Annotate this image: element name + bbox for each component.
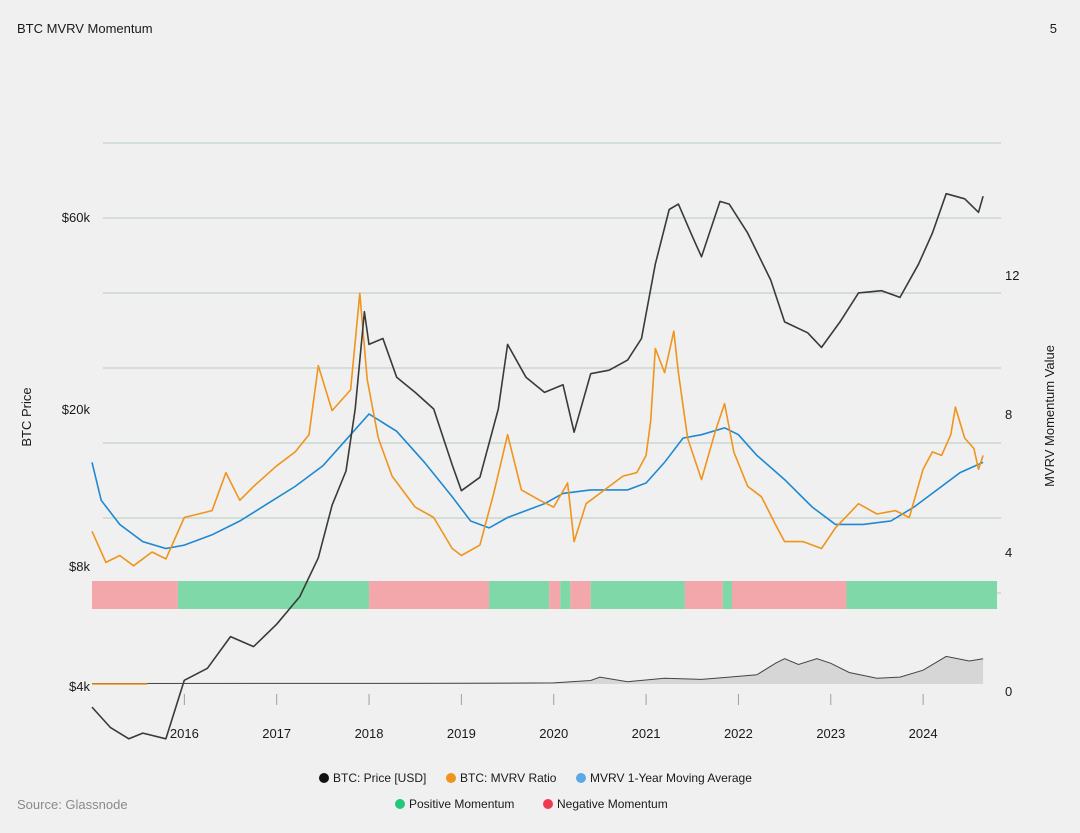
page-number: 5 xyxy=(1049,21,1057,36)
legend-label: MVRV 1-Year Moving Average xyxy=(590,771,752,785)
right-axis-title: MVRV Momentum Value xyxy=(1042,345,1057,487)
left-tick-label: $20k xyxy=(62,402,91,417)
left-tick-label: $8k xyxy=(69,559,90,574)
legend-label: Negative Momentum xyxy=(557,797,668,811)
x-tick-label: 2020 xyxy=(539,726,568,741)
right-tick-label: 12 xyxy=(1005,268,1019,283)
negative-momentum-band xyxy=(684,581,723,609)
legend-swatch xyxy=(446,773,456,783)
positive-momentum-band xyxy=(722,581,732,609)
btc-price-line xyxy=(91,192,984,740)
right-tick-label: 0 xyxy=(1005,684,1012,699)
positive-momentum-band xyxy=(560,581,571,609)
x-tick-label: 2017 xyxy=(262,726,291,741)
positive-momentum-band xyxy=(177,581,370,609)
x-tick-label: 2023 xyxy=(816,726,845,741)
negative-momentum-band xyxy=(570,581,591,609)
source-note: Source: Glassnode xyxy=(17,797,128,812)
x-tick-label: 2022 xyxy=(724,726,753,741)
positive-momentum-band xyxy=(590,581,685,609)
legend-label: BTC: MVRV Ratio xyxy=(460,771,557,785)
negative-momentum-band xyxy=(549,581,561,609)
mvrv-ratio-line xyxy=(91,292,984,567)
x-tick-label: 2018 xyxy=(355,726,384,741)
right-tick-label: 8 xyxy=(1005,407,1012,422)
legend-label: BTC: Price [USD] xyxy=(333,771,426,785)
positive-momentum-band xyxy=(846,581,997,609)
momentum-line xyxy=(91,655,984,684)
legend-swatch xyxy=(395,799,405,809)
x-tick-label: 2024 xyxy=(909,726,938,741)
left-axis-title: BTC Price xyxy=(19,387,34,446)
legend-label: Positive Momentum xyxy=(409,797,514,811)
negative-momentum-band xyxy=(369,581,490,609)
left-tick-label: $60k xyxy=(62,210,91,225)
negative-momentum-band xyxy=(92,581,178,609)
page-title: BTC MVRV Momentum xyxy=(17,21,153,36)
mvrv-ma-line xyxy=(91,412,984,550)
x-tick-label: 2021 xyxy=(632,726,661,741)
negative-momentum-band xyxy=(731,581,847,609)
right-tick-label: 4 xyxy=(1005,545,1012,560)
legend-swatch xyxy=(543,799,553,809)
legend-swatch xyxy=(319,773,329,783)
legend-swatch xyxy=(576,773,586,783)
left-tick-label: $4k xyxy=(69,679,90,694)
momentum-area xyxy=(92,656,984,684)
x-tick-label: 2016 xyxy=(170,726,199,741)
positive-momentum-band xyxy=(489,581,550,609)
x-tick-label: 2019 xyxy=(447,726,476,741)
